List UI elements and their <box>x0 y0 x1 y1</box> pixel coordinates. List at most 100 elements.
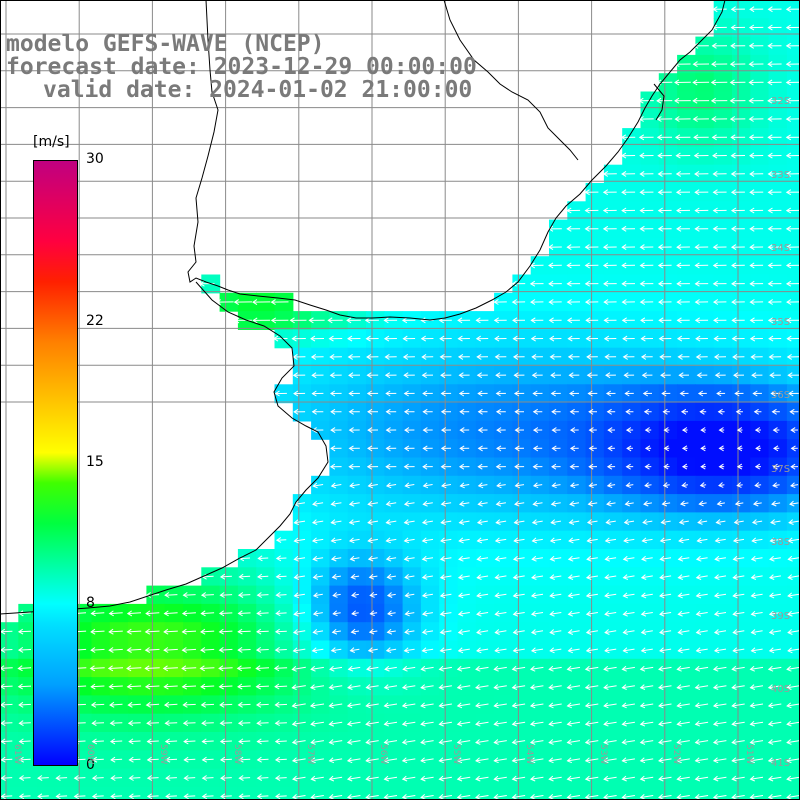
wind-arrow <box>475 685 489 689</box>
wind-arrow-head <box>657 189 663 196</box>
longitude-label: 56W <box>378 744 388 765</box>
wind-arrow-head <box>621 757 627 764</box>
wind-arrow <box>605 538 617 542</box>
wind-arrow <box>733 593 745 597</box>
wind-arrow-head <box>767 134 773 141</box>
wind-arrow-head <box>529 720 536 727</box>
wind-arrow-head <box>656 116 662 122</box>
wind-arrow-head <box>365 739 371 745</box>
wind-arrow <box>716 520 726 524</box>
wind-arrow-head <box>700 445 706 452</box>
wind-arrow <box>405 630 415 633</box>
wind-speed-cell <box>640 786 660 800</box>
wind-arrow-head <box>547 225 554 232</box>
wind-arrow <box>329 685 343 689</box>
wind-arrow-head <box>438 794 444 800</box>
longitude-label: 61W <box>12 744 22 765</box>
wind-arrow-head <box>749 262 755 269</box>
wind-arrow <box>495 538 507 542</box>
wind-arrow-head <box>658 775 664 782</box>
wind-arrow <box>549 776 562 780</box>
wind-arrow <box>238 722 251 724</box>
wind-arrow <box>405 593 415 597</box>
wind-arrow-head <box>512 353 519 360</box>
wind-arrow-head <box>90 647 96 653</box>
wind-arrow <box>239 777 251 779</box>
wind-arrow-head <box>607 445 613 452</box>
wind-arrow-head <box>165 793 171 800</box>
wind-arrow-head <box>146 738 152 745</box>
wind-arrow <box>294 502 305 505</box>
wind-arrow-head <box>201 793 208 800</box>
wind-arrow-head <box>749 317 755 324</box>
wind-arrow-head <box>767 757 774 764</box>
wind-arrow-head <box>385 537 391 544</box>
wind-arrow-head <box>549 335 555 342</box>
wind-arrow <box>751 593 763 597</box>
wind-arrow-head <box>275 591 281 598</box>
wind-arrow-head <box>786 317 792 324</box>
wind-arrow <box>624 520 635 524</box>
wind-arrow <box>439 776 452 780</box>
wind-arrow-head <box>657 244 664 251</box>
wind-arrow-head <box>291 684 297 691</box>
wind-arrow-head <box>495 519 501 525</box>
wind-arrow <box>220 575 232 578</box>
wind-arrow <box>788 648 800 652</box>
wind-speed-cell <box>402 786 422 800</box>
wind-arrow <box>640 666 654 670</box>
wind-arrow-head <box>275 555 282 562</box>
wind-arrow-head <box>677 592 683 599</box>
wind-arrow-head <box>785 134 792 141</box>
wind-arrow-head <box>754 463 761 470</box>
wind-arrow-head <box>440 445 447 452</box>
longitude-label: 52W <box>670 744 681 765</box>
wind-arrow-head <box>674 97 680 104</box>
wind-arrow-head <box>786 794 792 800</box>
longitude-label: 53W <box>597 744 608 765</box>
wind-arrow <box>91 685 105 688</box>
wind-arrow-head <box>622 335 628 342</box>
wind-arrow-head <box>786 665 792 672</box>
wind-arrow-head <box>639 280 645 287</box>
wind-arrow-head <box>255 683 261 690</box>
wind-arrow-head <box>475 702 481 709</box>
wind-arrow <box>165 722 178 724</box>
wind-arrow <box>311 740 324 744</box>
colorbar-tick-label: 15 <box>86 454 104 470</box>
wind-arrow-head <box>529 280 536 287</box>
wind-arrow <box>292 685 306 689</box>
wind-arrow-head <box>621 225 627 232</box>
wind-arrow-head <box>644 482 650 488</box>
wind-arrow-head <box>659 647 665 654</box>
wind-arrow-head <box>513 372 519 379</box>
wind-arrow-head <box>386 573 392 580</box>
wind-arrow <box>549 685 562 689</box>
wind-arrow-head <box>274 390 280 397</box>
wind-arrow <box>145 667 160 669</box>
wind-arrow-head <box>621 684 627 690</box>
wind-arrow-head <box>401 794 408 800</box>
wind-arrow-head <box>640 317 646 324</box>
wind-arrow <box>422 538 434 542</box>
wind-arrow <box>475 758 489 762</box>
wind-arrow-head <box>716 500 723 507</box>
wind-arrow-head <box>17 665 23 672</box>
wind-arrow-head <box>714 574 720 580</box>
wind-arrow-head <box>73 793 80 800</box>
wind-arrow-head <box>731 702 737 709</box>
wind-arrow <box>658 703 672 707</box>
wind-arrow-head <box>495 390 501 397</box>
wind-arrow-head <box>18 701 24 708</box>
wind-arrow-head <box>457 610 464 617</box>
wind-arrow <box>659 648 672 652</box>
wind-arrow <box>402 776 416 780</box>
wind-arrow-head <box>403 445 410 452</box>
wind-arrow-head <box>767 794 774 800</box>
wind-arrow-head <box>531 353 537 360</box>
wind-arrow-head <box>438 684 444 690</box>
wind-arrow <box>640 795 654 798</box>
wind-arrow-head <box>365 794 371 800</box>
wind-arrow-head <box>772 427 778 434</box>
wind-arrow-head <box>532 427 539 434</box>
